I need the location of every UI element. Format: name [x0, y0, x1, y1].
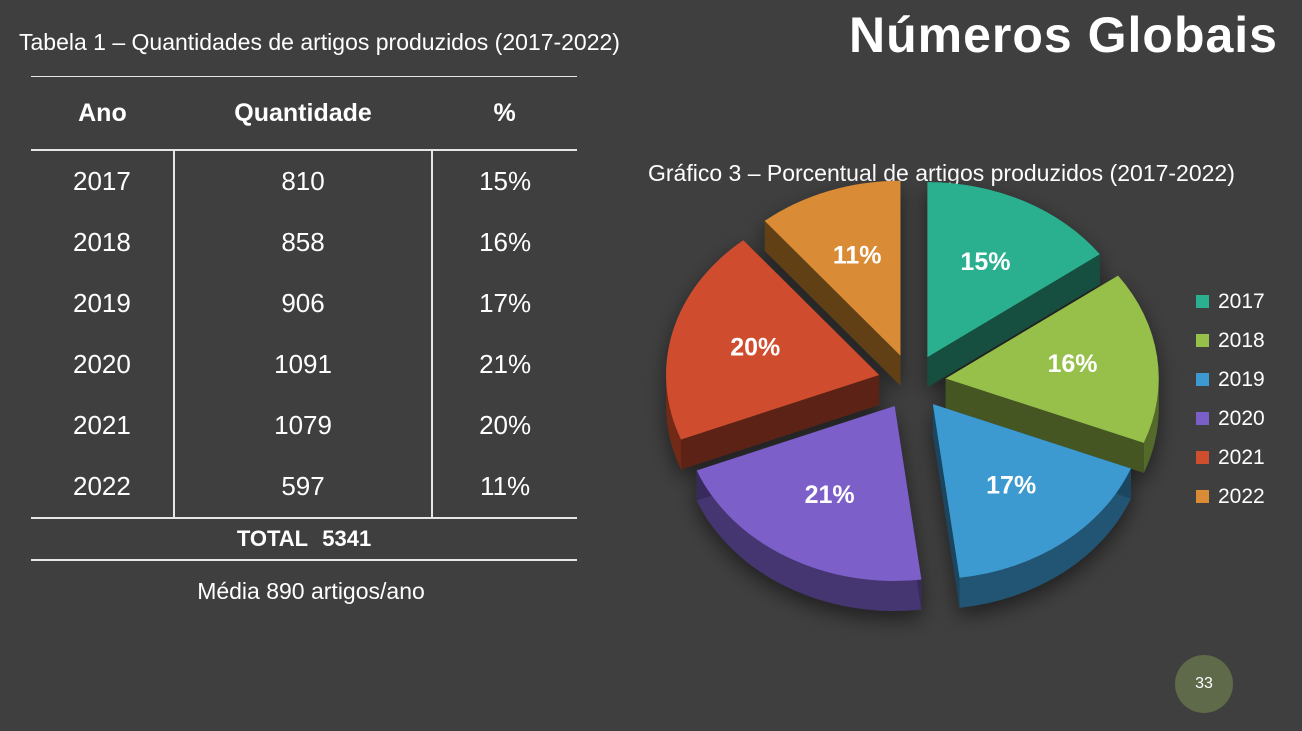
table-caption: Tabela 1 – Quantidades de artigos produz…: [19, 29, 620, 55]
page-number: 33: [1195, 675, 1213, 692]
mean-note: Média 890 artigos/ano: [197, 578, 425, 604]
legend-swatch: [1196, 451, 1209, 464]
cell-quantity: 1091: [172, 334, 434, 395]
pie-data-label: 17%: [986, 472, 1036, 500]
pie-data-label: 16%: [1048, 350, 1098, 378]
legend-item: 2018: [1196, 321, 1265, 360]
legend-swatch: [1196, 490, 1209, 503]
pie-slice-2018: [945, 275, 1159, 443]
legend-swatch: [1196, 295, 1209, 308]
pie-slice-side-2017: [927, 254, 1100, 388]
legend-item: 2022: [1196, 477, 1265, 516]
legend-item: 2021: [1196, 438, 1265, 477]
legend-label: 2018: [1218, 328, 1265, 352]
table-row: 2022 597 11%: [31, 456, 577, 519]
pie-slice-side-2022: [764, 220, 901, 386]
legend-label: 2017: [1218, 289, 1265, 313]
total-label: TOTAL: [236, 526, 309, 551]
legend-item: 2019: [1196, 360, 1265, 399]
cell-quantity: 597: [172, 456, 434, 519]
cell-percent: 15%: [479, 166, 532, 196]
legend-label: 2020: [1218, 406, 1265, 430]
table-row: 2018 858 16%: [31, 212, 577, 273]
cell-percent: 17%: [479, 288, 532, 318]
pie-slices: [666, 180, 1159, 612]
pie-data-label: 20%: [730, 334, 780, 362]
pie-slice-2020: [696, 406, 922, 582]
chart-legend: 2017 2018 2019 2020 2021 2022: [1196, 282, 1265, 516]
total-value: 5341: [322, 526, 372, 551]
cell-year: 2021: [73, 410, 131, 440]
pie-data-label: 15%: [960, 248, 1010, 276]
pie-slice-side-2018: [945, 275, 1159, 473]
cell-percent: 21%: [479, 349, 532, 379]
header-year: Ano: [31, 76, 174, 151]
cell-percent: 20%: [479, 410, 532, 440]
table-row: 2020 1091 21%: [31, 334, 577, 395]
articles-table: Ano Quantidade % 2017 810 15% 2018 858 1…: [31, 76, 577, 561]
pie-slice-side-2021: [666, 240, 880, 470]
cell-year: 2017: [73, 166, 131, 196]
cell-year: 2022: [31, 456, 174, 519]
table-total-row: TOTAL 5341: [31, 518, 577, 561]
chart-title: Gráfico 3 – Porcentual de artigos produz…: [648, 160, 1235, 186]
pie-data-label: 21%: [805, 481, 855, 509]
legend-swatch: [1196, 412, 1209, 425]
cell-year: 2020: [73, 349, 131, 379]
legend-label: 2019: [1218, 367, 1265, 391]
cell-quantity: 858: [172, 212, 434, 273]
cell-percent: 16%: [479, 227, 532, 257]
legend-label: 2022: [1218, 484, 1265, 508]
legend-swatch: [1196, 334, 1209, 347]
table-header-row: Ano Quantidade %: [31, 76, 577, 151]
table-row: 2019 906 17%: [31, 273, 577, 334]
pie-slice-2022: [764, 180, 901, 356]
table-row: 2017 810 15%: [31, 150, 577, 212]
pie-slice-2017: [927, 182, 1100, 358]
pie-slice-side-2020: [696, 406, 922, 612]
pie-slice-2021: [666, 240, 880, 440]
pie-slice-side-2019: [932, 404, 1131, 608]
cell-quantity: 810: [172, 150, 434, 212]
cell-percent: 11%: [432, 456, 577, 519]
cell-quantity: 1079: [172, 395, 434, 456]
legend-label: 2021: [1218, 445, 1265, 469]
total-cell: TOTAL 5341: [31, 518, 577, 561]
pie-data-label: 11%: [833, 242, 882, 270]
legend-item: 2017: [1196, 282, 1265, 321]
legend-item: 2020: [1196, 399, 1265, 438]
cell-quantity: 906: [172, 273, 434, 334]
page-number-badge: 33: [1175, 655, 1233, 713]
header-percent: %: [432, 76, 577, 151]
header-quantity: Quantidade: [173, 76, 433, 151]
pie-slice-2019: [932, 404, 1131, 578]
cell-year: 2018: [73, 227, 131, 257]
cell-year: 2019: [73, 288, 131, 318]
legend-swatch: [1196, 373, 1209, 386]
slide-title: Números Globais: [849, 7, 1278, 63]
table-row: 2021 1079 20%: [31, 395, 577, 456]
